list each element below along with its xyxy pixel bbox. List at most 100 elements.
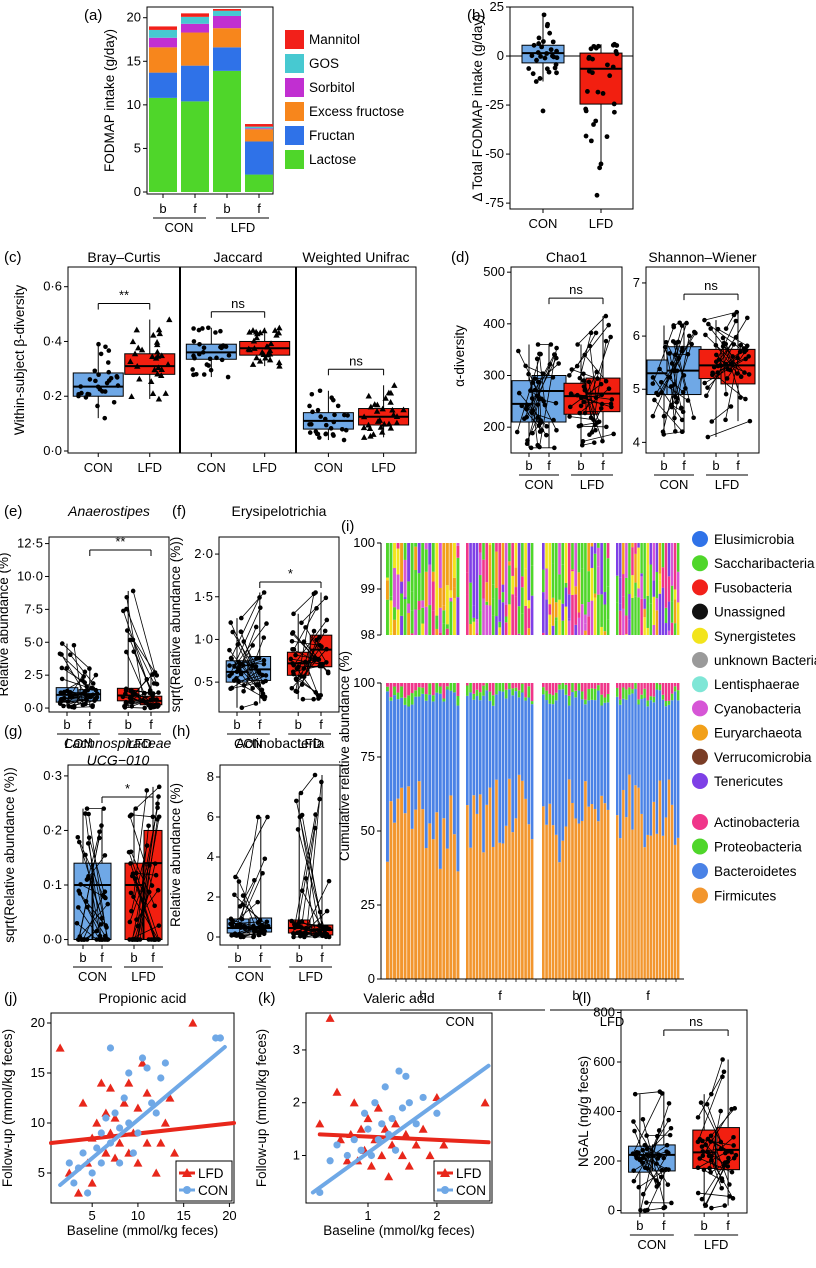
x-tick-label: f [258,717,262,732]
data-point [83,852,88,858]
data-point [275,329,283,336]
data-point [536,41,542,46]
box-LFD [579,44,623,168]
pair-line [662,384,675,432]
data-point [535,415,541,420]
pair-line [238,817,259,935]
data-point [102,889,108,894]
bar-proteobacteria [548,693,552,704]
data-point [99,937,105,942]
bar-bacteroidetes [667,704,671,780]
data-point [526,66,532,71]
data-point [129,338,137,345]
bar-actinobacteria [396,683,400,693]
bar-minor-phylum [400,615,404,635]
pair-line [537,363,559,383]
legend-label: CON [456,1183,486,1198]
y-tick-label: 0 [368,971,375,986]
legend-label: Unassigned [714,605,785,620]
data-point [662,344,668,350]
bar-minor-phylum [445,624,449,629]
x-tick-label: b [295,717,302,732]
bar-minor-phylum [501,543,505,585]
pair-line [124,706,145,709]
pair-line [292,648,323,665]
bar-minor-phylum [485,601,489,605]
data-point [531,42,537,48]
data-point [97,1129,105,1137]
bar-minor-phylum [389,543,393,597]
x-axis-label: Baseline (mmol/kg feces) [67,1223,219,1238]
bar-bacteroidetes [661,699,665,836]
bar-minor-phylum [554,543,558,603]
bar-proteobacteria [593,688,597,701]
data-point [577,410,583,416]
bar-bacteroidetes [658,690,662,781]
data-point [581,378,586,383]
data-point [693,330,698,336]
y-tick-label: 300 [483,368,505,383]
x-tick-label: b [577,458,584,473]
bar-firmicutes [417,781,421,979]
bar-minor-phylum [567,620,571,635]
bar-actinobacteria [631,683,634,690]
x-tick-label: LFD [589,216,614,231]
data-point [666,1117,671,1123]
bar-group-1 [466,543,534,979]
data-point [124,595,130,600]
bar-minor-phylum [640,573,643,577]
bar-minor-phylum [643,543,646,599]
data-point [161,1059,169,1067]
bar-segment-sorbitol [149,37,177,48]
data-point [301,639,307,645]
bar-minor-phylum [407,581,411,604]
group-label: CON [64,736,93,751]
data-point [90,703,95,708]
data-point [254,682,259,688]
data-point [704,1101,710,1107]
bar-bacteroidetes [386,691,389,862]
legend-swatch [692,579,708,596]
data-point [93,1144,101,1152]
data-point [261,327,268,334]
data-point [542,402,548,408]
pair-line [633,1119,670,1182]
data-point [105,1083,115,1092]
y-tick-label: 0·1 [43,877,62,892]
bar-minor-phylum [403,598,407,635]
data-point [251,933,257,939]
data-point [722,1203,728,1208]
data-point [365,421,372,428]
pair-line [583,401,612,405]
data-point [105,360,111,365]
bar-minor-phylum [561,564,565,604]
pair-line [579,388,610,414]
data-point [387,398,394,405]
panel-title: Actinobacteria [236,735,325,751]
data-point [135,344,142,351]
data-point [324,646,329,652]
bar-firmicutes [521,780,524,979]
data-point [262,924,268,929]
bar-proteobacteria [652,696,656,703]
legend-swatch [692,555,708,572]
data-point [725,366,731,372]
legend-label: Mannitol [309,32,360,47]
bar-minor-phylum [469,543,472,583]
bar-bacteroidetes [670,700,674,805]
bar-segment-mannitol [245,124,273,127]
data-point [652,397,657,403]
data-point [636,1184,642,1190]
bar-bacteroidetes [435,692,439,813]
bar-minor-phylum [396,574,400,610]
data-point [87,666,92,671]
data-point [374,418,382,424]
pair-line [232,920,254,927]
data-point [317,663,322,669]
data-point [335,1135,345,1144]
data-point [190,367,195,372]
bar-minor-phylum [580,604,584,635]
data-point [232,892,237,898]
x-tick-label: LFD [137,460,162,475]
data-point [252,877,257,883]
